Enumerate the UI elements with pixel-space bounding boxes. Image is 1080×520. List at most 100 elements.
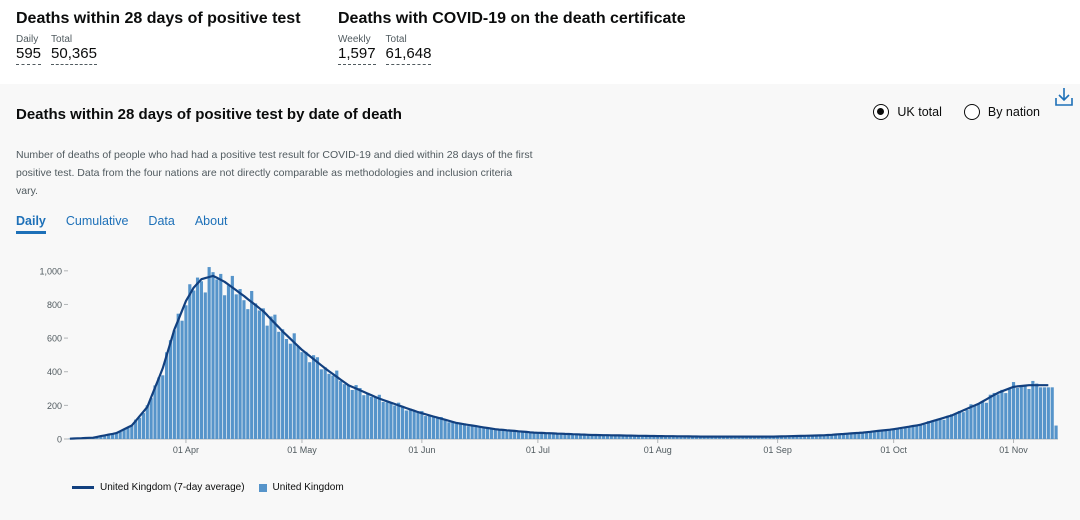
bar-mark <box>149 398 153 439</box>
bar-mark <box>369 396 374 439</box>
metric-daily-value[interactable]: 595 <box>16 45 42 65</box>
bar-mark <box>137 417 142 439</box>
bar-mark <box>319 369 323 439</box>
bar-mark <box>528 432 532 439</box>
bar-mark <box>872 430 876 439</box>
bar-mark <box>381 401 385 439</box>
tab-data[interactable]: Data <box>148 214 175 228</box>
tab-cumulative[interactable]: Cumulative <box>65 214 129 228</box>
bar-mark <box>787 436 791 439</box>
y-tick-label: 200 <box>47 401 62 411</box>
bar-mark <box>308 362 312 439</box>
bar-mark <box>497 429 501 439</box>
bar-mark <box>180 320 184 439</box>
y-tick-label: 800 <box>47 300 62 310</box>
radio-checked-icon[interactable] <box>873 104 890 120</box>
bar-mark <box>230 275 234 439</box>
bar-mark <box>864 431 869 439</box>
bar-mark <box>559 433 563 439</box>
bar-mark <box>741 436 745 439</box>
bar-mark <box>172 330 176 439</box>
bar-mark <box>427 415 432 439</box>
bar-mark <box>195 277 200 439</box>
bar-mark <box>795 436 799 439</box>
legend-line-label: United Kingdom (7-day average) <box>100 482 245 493</box>
bar-mark <box>822 435 826 439</box>
bar-mark <box>489 429 494 439</box>
bar-mark <box>393 405 397 439</box>
bar-mark <box>663 435 668 439</box>
bar-mark <box>845 433 849 439</box>
bar-mark <box>656 436 660 439</box>
bar-mark <box>752 436 757 439</box>
bar-mark <box>482 426 486 439</box>
bar-mark <box>439 416 443 439</box>
x-tick-label: 01 Aug <box>644 445 672 455</box>
metric-weekly: Weekly 1,597 <box>338 34 376 65</box>
bar-mark <box>814 435 818 439</box>
bar-mark <box>103 435 107 439</box>
metric-total-value[interactable]: 50,365 <box>51 45 97 65</box>
bar-mark <box>981 401 985 439</box>
tab-daily[interactable]: Daily <box>16 214 46 234</box>
x-tick-label: 01 Sep <box>763 445 792 455</box>
metric-weekly-value[interactable]: 1,597 <box>338 45 376 65</box>
metric-cert-total: Total 61,648 <box>385 34 432 65</box>
bar-mark <box>284 339 289 439</box>
bar-mark <box>110 433 115 439</box>
bar-mark <box>718 436 722 439</box>
bar-mark <box>648 436 652 439</box>
bar-mark <box>779 436 784 439</box>
bar-mark <box>996 394 1000 439</box>
bar-mark <box>671 436 675 439</box>
y-tick-label: 1,000 <box>39 266 62 276</box>
bar-mark <box>540 432 544 439</box>
bar-mark <box>203 292 207 439</box>
bar-mark <box>509 431 513 439</box>
bar-mark <box>748 436 753 439</box>
metric-cert-total-value[interactable]: 61,648 <box>385 45 432 65</box>
bar-mark <box>493 428 497 439</box>
bar-mark <box>257 310 262 439</box>
bar-mark <box>366 392 370 439</box>
bar-mark <box>389 402 393 439</box>
bar-mark <box>161 375 165 439</box>
bar-mark <box>342 384 347 439</box>
bar-mark <box>977 403 981 439</box>
bar-mark <box>578 434 582 439</box>
bar-mark <box>478 426 482 439</box>
x-tick-label: 01 May <box>287 445 317 455</box>
radio-by-nation[interactable]: By nation <box>963 104 1040 120</box>
bar-mark <box>810 435 815 439</box>
metric-cert-total-label: Total <box>385 34 407 45</box>
bar-mark <box>926 421 931 439</box>
bar-mark <box>938 418 942 439</box>
bar-mark <box>141 413 145 439</box>
tab-about[interactable]: About <box>194 214 228 228</box>
bar-mark <box>253 303 258 439</box>
bar-mark <box>269 316 273 439</box>
bar-mark <box>1008 389 1012 439</box>
bar-mark <box>574 434 579 439</box>
legend-bar-label: United Kingdom <box>272 482 344 493</box>
download-icon[interactable] <box>1054 86 1074 108</box>
bar-mark <box>911 426 915 439</box>
bar-mark <box>988 394 992 439</box>
bar-mark <box>242 300 246 439</box>
metric-daily: Daily 595 <box>16 34 42 65</box>
bar-mark <box>919 425 923 439</box>
y-tick-label: 0 <box>57 435 62 445</box>
card-title: Deaths within 28 days of positive test b… <box>16 106 402 123</box>
radio-uk-total[interactable]: UK total <box>873 104 942 120</box>
radio-unchecked-icon[interactable] <box>963 104 980 120</box>
bar-mark <box>571 434 575 439</box>
bar-mark <box>188 284 192 439</box>
legend-bar-swatch <box>258 483 267 492</box>
bar-mark <box>311 355 316 439</box>
bar-mark <box>567 433 571 439</box>
bar-mark <box>335 370 339 439</box>
bar-mark <box>385 402 389 439</box>
bar-mark <box>1000 389 1004 439</box>
bar-mark <box>965 410 969 439</box>
bar-mark <box>350 389 354 439</box>
